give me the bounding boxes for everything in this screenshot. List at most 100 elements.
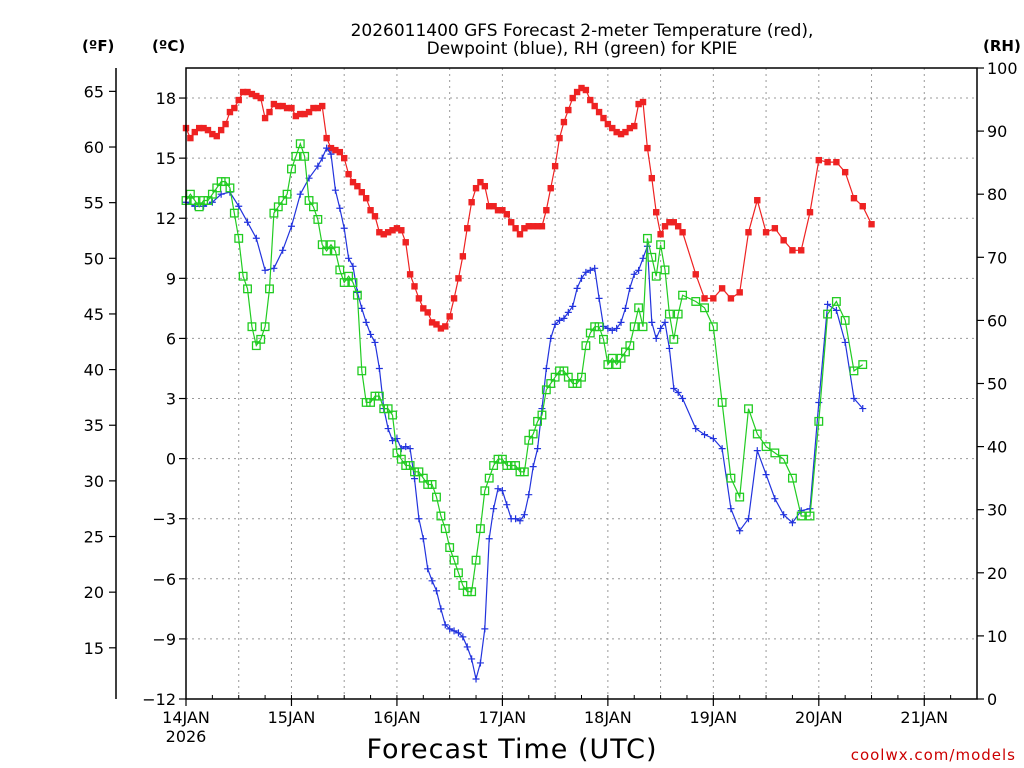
x-tick-label: 14JAN xyxy=(162,708,210,727)
x-tick-label: 20JAN xyxy=(795,708,843,727)
rh-point xyxy=(480,486,490,496)
rh-point xyxy=(229,208,239,218)
rh-point xyxy=(348,278,358,287)
rh-point xyxy=(805,511,815,521)
temperature-point xyxy=(617,130,625,138)
temperature-point xyxy=(507,219,515,226)
temperature-point xyxy=(253,92,260,100)
rh-point xyxy=(335,265,345,275)
temperature-point xyxy=(217,126,225,134)
dewpoint-point xyxy=(384,425,392,433)
dewpoint-point xyxy=(494,485,502,493)
temperature-point xyxy=(257,94,264,102)
dewpoint-point xyxy=(788,519,796,527)
temperature-point xyxy=(547,184,554,192)
dewpoint-point xyxy=(345,254,353,262)
chart-title-line1: 2026011400 GFS Forecast 2-meter Temperat… xyxy=(351,21,814,41)
dewpoint-point xyxy=(450,627,458,635)
celsius-axis-unit: (ºC) xyxy=(152,37,185,55)
dewpoint-point xyxy=(463,643,471,651)
temperature-point xyxy=(244,88,251,96)
rh-point xyxy=(656,240,666,250)
rh-point xyxy=(300,151,310,161)
axes-layer: 1815129630−3−6−9−12656055504540353025201… xyxy=(84,59,1018,746)
dewpoint-point xyxy=(468,655,476,663)
x-tick-label: 16JAN xyxy=(373,708,421,727)
temperature-point xyxy=(446,313,453,320)
dewpoint-point xyxy=(358,304,366,312)
rh-point xyxy=(313,214,323,224)
temperature-point xyxy=(600,114,607,122)
rh-point xyxy=(577,372,586,382)
dewpoint-point xyxy=(520,511,528,519)
dewpoint-point xyxy=(270,264,278,272)
dewpoint-point xyxy=(362,318,370,326)
rh-point xyxy=(770,448,780,458)
temperature-point xyxy=(648,174,656,182)
rh-point xyxy=(787,473,797,483)
temperature-point xyxy=(279,102,286,110)
dewpoint-point xyxy=(498,487,506,495)
rh-point xyxy=(814,416,824,426)
temperature-point xyxy=(582,86,590,94)
dewpoint-point xyxy=(639,254,647,262)
rh-tick-label: 100 xyxy=(987,59,1018,78)
dewpoint-point xyxy=(512,515,520,523)
celsius-tick-label: −6 xyxy=(152,570,176,589)
rh-point xyxy=(519,467,529,477)
temperature-point xyxy=(283,104,291,112)
rh-tick-label: 70 xyxy=(987,248,1007,267)
dewpoint-point xyxy=(626,284,634,292)
rh-point xyxy=(291,151,301,161)
temperature-point xyxy=(613,128,620,136)
temperature-point xyxy=(604,120,612,128)
rh-tick-label: 20 xyxy=(987,564,1007,583)
temperature-point xyxy=(490,203,497,210)
dewpoint-point xyxy=(441,621,449,629)
dewpoint-point xyxy=(564,308,572,316)
temperature-point xyxy=(477,178,484,186)
plot-frame xyxy=(185,67,978,700)
rh-point xyxy=(629,322,639,332)
fahrenheit-tick-label: 65 xyxy=(84,82,104,101)
dewpoint-point xyxy=(318,154,326,162)
dewpoint-point xyxy=(472,675,480,683)
dewpoint-point xyxy=(419,535,427,543)
temperature-point xyxy=(701,295,708,302)
rh-point xyxy=(691,297,701,306)
dewpoint-point xyxy=(454,629,462,637)
dewpoint-point xyxy=(850,395,858,403)
temperature-point xyxy=(332,146,339,154)
series-layer xyxy=(181,84,875,683)
dewpoint-point xyxy=(573,284,581,292)
rh-point xyxy=(308,202,318,212)
temperature-point xyxy=(213,132,220,140)
temperature-point xyxy=(195,124,203,132)
temperature-point xyxy=(569,94,576,102)
fahrenheit-tick-label: 30 xyxy=(84,472,104,491)
dewpoint-point xyxy=(613,324,621,332)
rh-point xyxy=(726,473,736,483)
site-credit[interactable]: coolwx.com/models xyxy=(851,746,1016,764)
rh-point xyxy=(432,492,441,502)
temperature-point xyxy=(587,96,594,104)
temperature-point xyxy=(411,283,418,290)
dewpoint-point xyxy=(556,316,564,324)
temperature-point xyxy=(209,130,216,138)
rh-point xyxy=(858,360,868,370)
dewpoint-point xyxy=(244,218,252,226)
dewpoint-point xyxy=(327,150,335,158)
temperature-point xyxy=(191,128,198,136)
temperature-point xyxy=(626,124,634,132)
x-tick-label: 19JAN xyxy=(689,708,737,727)
rh-point xyxy=(330,246,340,256)
temperature-point xyxy=(578,84,585,92)
rh-point xyxy=(449,555,459,565)
temperature-point xyxy=(437,325,445,332)
dewpoint-point xyxy=(582,268,590,276)
temperature-point xyxy=(556,134,563,142)
fahrenheit-tick-label: 15 xyxy=(84,639,104,658)
temperature-point xyxy=(543,207,550,214)
dewpoint-point xyxy=(349,262,357,270)
dewpoint-point xyxy=(371,338,379,346)
